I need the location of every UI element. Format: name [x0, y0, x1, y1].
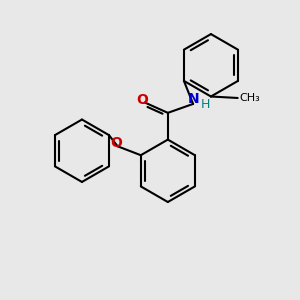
- Text: N: N: [187, 92, 199, 106]
- Text: CH₃: CH₃: [239, 93, 260, 103]
- Text: O: O: [110, 136, 122, 150]
- Text: O: O: [136, 93, 148, 107]
- Text: H: H: [201, 98, 210, 111]
